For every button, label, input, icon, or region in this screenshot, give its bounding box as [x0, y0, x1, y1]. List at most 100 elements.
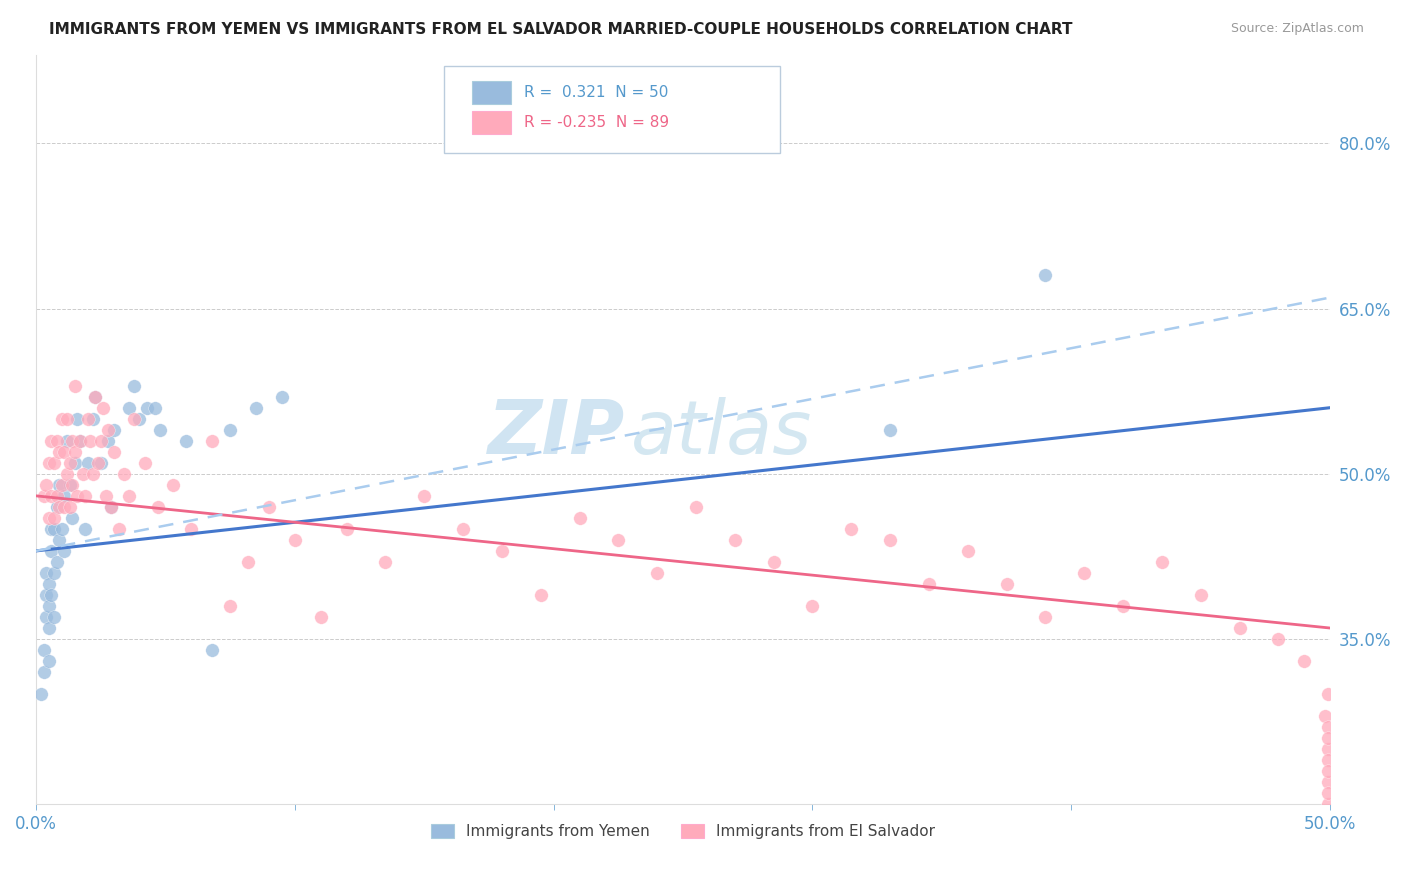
Point	[48, 444, 70, 458]
Point	[879, 423, 901, 437]
Point	[995, 577, 1018, 591]
Point	[38, 621, 60, 635]
Point	[90, 456, 112, 470]
Point	[51, 478, 73, 492]
Point	[1035, 268, 1057, 283]
Point	[72, 467, 94, 481]
Point	[124, 411, 146, 425]
Point	[45, 489, 67, 503]
Point	[491, 544, 513, 558]
FancyBboxPatch shape	[472, 112, 510, 134]
Point	[134, 456, 156, 470]
Point	[801, 599, 824, 613]
Point	[1316, 687, 1339, 701]
Point	[53, 544, 76, 558]
Point	[112, 467, 135, 481]
Point	[143, 401, 166, 415]
Point	[1112, 599, 1135, 613]
Point	[219, 599, 242, 613]
Point	[1294, 654, 1316, 668]
Point	[56, 434, 79, 448]
Point	[568, 511, 591, 525]
Point	[42, 610, 65, 624]
Point	[53, 489, 76, 503]
Point	[41, 522, 63, 536]
Point	[201, 643, 224, 657]
Text: atlas: atlas	[631, 398, 813, 469]
Point	[124, 378, 146, 392]
Point	[41, 434, 63, 448]
Point	[607, 533, 630, 547]
Text: Source: ZipAtlas.com: Source: ZipAtlas.com	[1230, 22, 1364, 36]
FancyBboxPatch shape	[444, 66, 780, 153]
Point	[42, 456, 65, 470]
Point	[956, 544, 979, 558]
Point	[60, 478, 83, 492]
Point	[42, 511, 65, 525]
Point	[645, 566, 668, 580]
Point	[53, 500, 76, 514]
Point	[97, 423, 120, 437]
Point	[41, 489, 63, 503]
Point	[374, 555, 396, 569]
Point	[1316, 786, 1339, 800]
Point	[257, 500, 280, 514]
Point	[32, 489, 55, 503]
Point	[1267, 632, 1289, 646]
Point	[42, 566, 65, 580]
Point	[75, 522, 97, 536]
Point	[149, 423, 172, 437]
Point	[1229, 621, 1251, 635]
Point	[84, 390, 107, 404]
Point	[38, 654, 60, 668]
Point	[451, 522, 474, 536]
Point	[58, 456, 80, 470]
Point	[91, 401, 114, 415]
Point	[69, 434, 91, 448]
Point	[48, 478, 70, 492]
Point	[35, 566, 58, 580]
Point	[839, 522, 862, 536]
Point	[219, 423, 242, 437]
Point	[335, 522, 357, 536]
Point	[918, 577, 941, 591]
Point	[100, 500, 122, 514]
Point	[180, 522, 202, 536]
Point	[100, 500, 122, 514]
Point	[63, 378, 86, 392]
Point	[38, 577, 60, 591]
Point	[1316, 764, 1339, 779]
Point	[76, 411, 98, 425]
Text: R = -0.235  N = 89: R = -0.235 N = 89	[524, 115, 669, 130]
Point	[1073, 566, 1095, 580]
Point	[32, 665, 55, 679]
FancyBboxPatch shape	[472, 81, 510, 103]
Point	[51, 522, 73, 536]
Legend: Immigrants from Yemen, Immigrants from El Salvador: Immigrants from Yemen, Immigrants from E…	[425, 818, 941, 846]
Point	[35, 588, 58, 602]
Point	[238, 555, 260, 569]
Point	[1313, 709, 1336, 723]
Point	[76, 456, 98, 470]
Point	[762, 555, 785, 569]
Point	[45, 434, 67, 448]
Point	[87, 456, 110, 470]
Point	[97, 434, 120, 448]
Point	[41, 544, 63, 558]
Point	[84, 390, 107, 404]
Point	[136, 401, 159, 415]
Point	[63, 456, 86, 470]
Point	[162, 478, 184, 492]
Point	[94, 489, 117, 503]
Point	[30, 687, 52, 701]
Point	[879, 533, 901, 547]
Point	[42, 522, 65, 536]
Point	[53, 444, 76, 458]
Point	[69, 434, 91, 448]
Point	[45, 500, 67, 514]
Point	[1035, 610, 1057, 624]
Point	[38, 599, 60, 613]
Point	[82, 411, 104, 425]
Point	[66, 411, 89, 425]
Point	[174, 434, 197, 448]
